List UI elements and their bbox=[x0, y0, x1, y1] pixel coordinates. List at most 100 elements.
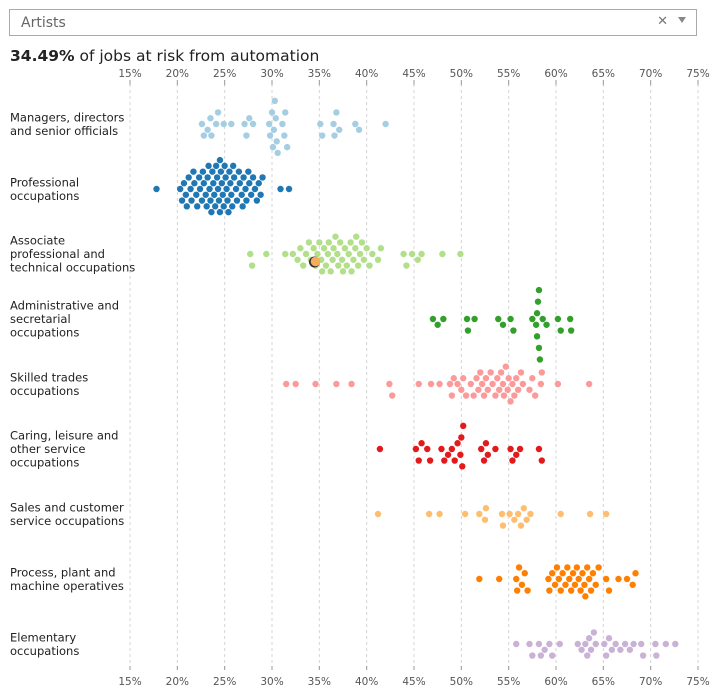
data-point bbox=[193, 191, 200, 198]
data-point bbox=[554, 315, 562, 323]
data-point bbox=[489, 380, 496, 388]
data-point bbox=[196, 185, 204, 193]
data-point bbox=[573, 564, 581, 571]
data-point bbox=[248, 262, 256, 269]
category-label-line: Associate bbox=[10, 234, 65, 248]
data-point bbox=[535, 286, 543, 294]
x-tick-label-top: 55% bbox=[497, 68, 520, 80]
select-value: Artists bbox=[21, 15, 66, 31]
data-point bbox=[484, 386, 492, 393]
data-point bbox=[336, 126, 343, 133]
data-point bbox=[582, 640, 589, 648]
data-point bbox=[608, 646, 616, 653]
data-point bbox=[533, 310, 541, 317]
data-point bbox=[382, 120, 389, 128]
data-point bbox=[509, 380, 516, 388]
data-point bbox=[454, 380, 461, 388]
x-tick-label-top: 40% bbox=[355, 68, 378, 80]
data-point bbox=[429, 315, 437, 323]
category-label: Process, plant and machine operatives bbox=[10, 565, 124, 593]
data-point bbox=[241, 120, 248, 128]
data-point bbox=[557, 510, 564, 518]
data-point bbox=[662, 640, 670, 648]
data-point bbox=[249, 174, 257, 181]
x-tick-label-top: 50% bbox=[450, 68, 473, 80]
data-point bbox=[317, 120, 324, 128]
data-point bbox=[255, 180, 262, 187]
data-point bbox=[207, 115, 214, 122]
data-point bbox=[253, 197, 261, 204]
data-point bbox=[355, 126, 363, 133]
chevron-down-icon[interactable] bbox=[678, 17, 686, 23]
category-label: Associate professional and technical occup… bbox=[10, 234, 135, 275]
data-point bbox=[478, 380, 486, 388]
data-point bbox=[200, 132, 208, 139]
data-point bbox=[412, 445, 420, 453]
x-tick-label-top: 30% bbox=[260, 68, 283, 80]
x-tick-label-bottom: 70% bbox=[639, 676, 662, 688]
headline-text: of jobs at risk from automation bbox=[74, 47, 320, 65]
data-point bbox=[482, 505, 490, 512]
data-point bbox=[513, 640, 520, 648]
data-point bbox=[207, 197, 214, 204]
data-point bbox=[312, 380, 319, 388]
data-point bbox=[330, 120, 337, 128]
data-point bbox=[543, 321, 550, 328]
data-point bbox=[511, 516, 518, 523]
category-label: Administrative and secretarial occupations bbox=[10, 299, 119, 340]
data-point bbox=[227, 180, 234, 187]
data-point bbox=[496, 386, 503, 393]
data-point bbox=[592, 581, 599, 588]
highlight-dot[interactable] bbox=[310, 256, 321, 267]
occupation-select[interactable]: Artists ✕ bbox=[9, 9, 697, 36]
data-point bbox=[247, 191, 255, 198]
data-point bbox=[436, 510, 443, 518]
data-point bbox=[302, 250, 310, 258]
data-point bbox=[386, 380, 393, 388]
data-point bbox=[566, 575, 573, 583]
data-point bbox=[239, 203, 246, 210]
data-point bbox=[338, 256, 346, 263]
x-tick-label-bottom: 50% bbox=[450, 676, 473, 688]
data-point bbox=[220, 203, 227, 210]
data-point bbox=[332, 233, 339, 240]
data-point bbox=[605, 635, 613, 642]
data-point bbox=[297, 245, 304, 252]
data-point bbox=[577, 587, 584, 594]
data-point bbox=[499, 380, 507, 388]
data-point bbox=[178, 197, 186, 204]
data-point bbox=[198, 120, 206, 128]
x-tick-label-top: 65% bbox=[592, 68, 615, 80]
category-label: Elementary occupations bbox=[10, 630, 79, 658]
data-point bbox=[283, 380, 290, 388]
data-point bbox=[348, 380, 355, 388]
data-point bbox=[212, 120, 220, 128]
data-point bbox=[348, 268, 355, 275]
data-point bbox=[564, 564, 571, 571]
data-point bbox=[509, 457, 516, 464]
data-point bbox=[206, 185, 213, 193]
data-point bbox=[482, 375, 490, 382]
data-point bbox=[209, 168, 216, 175]
data-point bbox=[496, 575, 503, 583]
data-point bbox=[623, 575, 631, 583]
data-point bbox=[494, 375, 501, 382]
data-point bbox=[228, 191, 235, 198]
data-point bbox=[225, 208, 232, 216]
category-label: Sales and customer service occupations bbox=[10, 500, 124, 528]
data-point bbox=[526, 386, 533, 393]
data-point bbox=[251, 185, 259, 193]
data-point bbox=[352, 120, 359, 128]
data-point bbox=[499, 522, 507, 529]
data-point bbox=[415, 457, 422, 464]
data-point bbox=[585, 380, 593, 388]
data-point bbox=[626, 646, 634, 653]
data-point bbox=[418, 440, 425, 447]
data-point bbox=[587, 587, 595, 594]
data-point bbox=[273, 138, 280, 145]
data-point bbox=[458, 434, 465, 441]
close-icon[interactable]: ✕ bbox=[657, 14, 668, 29]
category-label-line: occupations bbox=[10, 326, 79, 340]
category-label-line: secretarial bbox=[10, 312, 71, 326]
